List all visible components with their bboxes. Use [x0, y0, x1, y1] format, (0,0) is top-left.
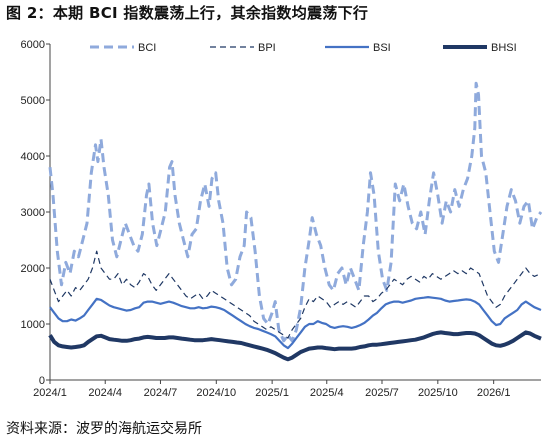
- y-tick-label: 0: [39, 375, 45, 387]
- series-line-bhsi: [48, 330, 542, 362]
- series-lines: [48, 81, 543, 362]
- chart-legend: BCI BPI BSI BHSI: [90, 42, 517, 54]
- y-tick-label: 2000: [21, 263, 45, 275]
- y-tick-label: 3000: [21, 207, 45, 219]
- x-tick-label: 2025/10: [418, 387, 458, 399]
- x-tick-label: 2025/7: [365, 387, 399, 399]
- series-line-bsi: [49, 296, 542, 350]
- legend-label-bsi: BSI: [373, 42, 391, 54]
- axes-group: 0 1000 2000 3000 4000 5000 6000 2024/1 2024/4 202…: [21, 39, 541, 399]
- legend-label-bpi: BPI: [258, 42, 276, 54]
- legend-label-bhsi: BHSI: [491, 42, 517, 54]
- x-tick-label: 2025/1: [255, 387, 289, 399]
- x-tick-label: 2025/4: [310, 387, 344, 399]
- series-line-bpi: [49, 250, 542, 339]
- series-line-bci: [48, 81, 543, 343]
- x-tick-label: 2024/4: [88, 387, 122, 399]
- x-tick-label: 2024/10: [196, 387, 236, 399]
- chart-title: 图 2：本期 BCI 指数震荡上行，其余指数均震荡下行: [6, 4, 369, 22]
- y-tick-label: 4000: [21, 151, 45, 163]
- source-note: 资料来源：波罗的海航运交易所: [6, 421, 202, 437]
- y-tick-label: 1000: [21, 319, 45, 331]
- x-tick-label: 2024/7: [144, 387, 178, 399]
- x-tick-label: 2026/1: [477, 387, 511, 399]
- y-tick-label: 5000: [21, 95, 45, 107]
- x-tick-label: 2024/1: [33, 387, 67, 399]
- legend-label-bci: BCI: [138, 42, 156, 54]
- y-tick-label: 6000: [21, 39, 45, 51]
